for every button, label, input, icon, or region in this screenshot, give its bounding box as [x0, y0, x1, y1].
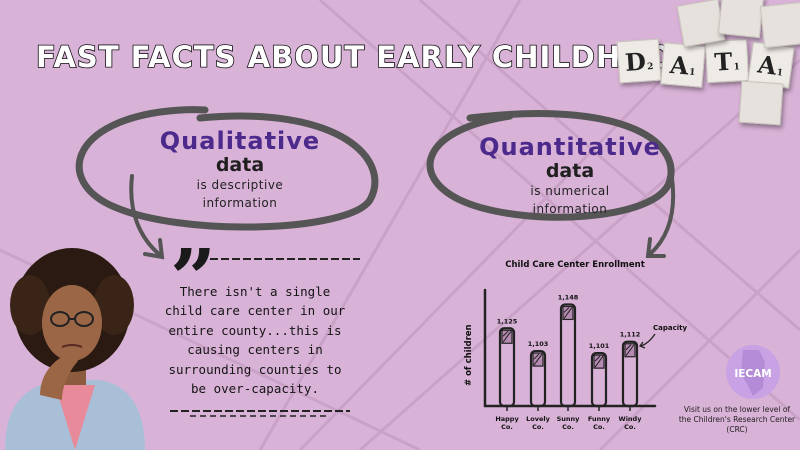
capacity-arrow-head [638, 341, 646, 349]
chart-title: Child Care Center Enrollment [505, 260, 645, 270]
quote-dash-bottom [170, 410, 350, 417]
iecam-logo-text: IECAM [734, 368, 771, 380]
capacity-arrow [640, 333, 656, 347]
capacity-hatch-1 [533, 353, 543, 366]
category-label-3: Funny Co. [588, 415, 611, 431]
quantitative-heading: Quantitative [479, 133, 661, 161]
category-label-0: Happy Co. [495, 415, 519, 431]
visit-text: Visit us on the lower level of the Child… [678, 405, 796, 435]
qualitative-desc-line-1: is descriptive [196, 178, 284, 193]
category-label-4: Windy Co. [619, 415, 643, 431]
quantitative-oval [426, 110, 675, 221]
quantitative-desc-line-2: information [532, 201, 608, 216]
capacity-hatch-3 [594, 355, 604, 368]
qualitative-data-word: data [215, 154, 265, 177]
y-axis-label: # of children [464, 324, 474, 386]
qualitative-desc-line-2: information [202, 195, 278, 210]
value-label-1: 1,103 [528, 340, 549, 348]
thinking-woman-photo [5, 248, 145, 450]
quote-mark-icon: ” [170, 231, 217, 325]
qualitative-oval [75, 106, 379, 231]
quantitative-desc-line-1: is numerical [530, 184, 610, 199]
page-title: FAST FACTS ABOUT EARLY CHILDHOOD [35, 39, 698, 75]
quote-text: There isn't a single child care center i… [164, 284, 346, 396]
quantitative-arrow-head [645, 237, 666, 258]
enrollment-chart: # of children 1,125 Happy Co. 1,103 Lovely Co… [464, 288, 687, 431]
quote-dash-top [210, 258, 360, 260]
quantitative-data-word: data [545, 160, 595, 183]
qualitative-arrow-head [143, 238, 165, 260]
qualitative-block: Qualitative data is descriptive informat… [140, 128, 340, 211]
quantitative-arrow [648, 176, 676, 256]
capacity-annotation: Capacity [653, 324, 687, 332]
capacity-hatch-2 [563, 307, 573, 319]
category-label-1: Lovely Co. [526, 415, 550, 431]
value-label-3: 1,101 [589, 342, 610, 350]
quantitative-block: Quantitative data is numerical informati… [470, 134, 670, 217]
value-label-2: 1,148 [558, 293, 579, 301]
iecam-logo: IECAM [726, 345, 780, 399]
value-label-4: 1,112 [620, 331, 641, 339]
category-label-2: Sunny Co. [557, 415, 581, 431]
qualitative-arrow [129, 174, 162, 257]
value-label-0: 1,125 [497, 317, 518, 325]
capacity-hatch-4 [625, 344, 635, 357]
qualitative-heading: Qualitative [159, 127, 321, 155]
capacity-hatch-0 [502, 330, 512, 343]
